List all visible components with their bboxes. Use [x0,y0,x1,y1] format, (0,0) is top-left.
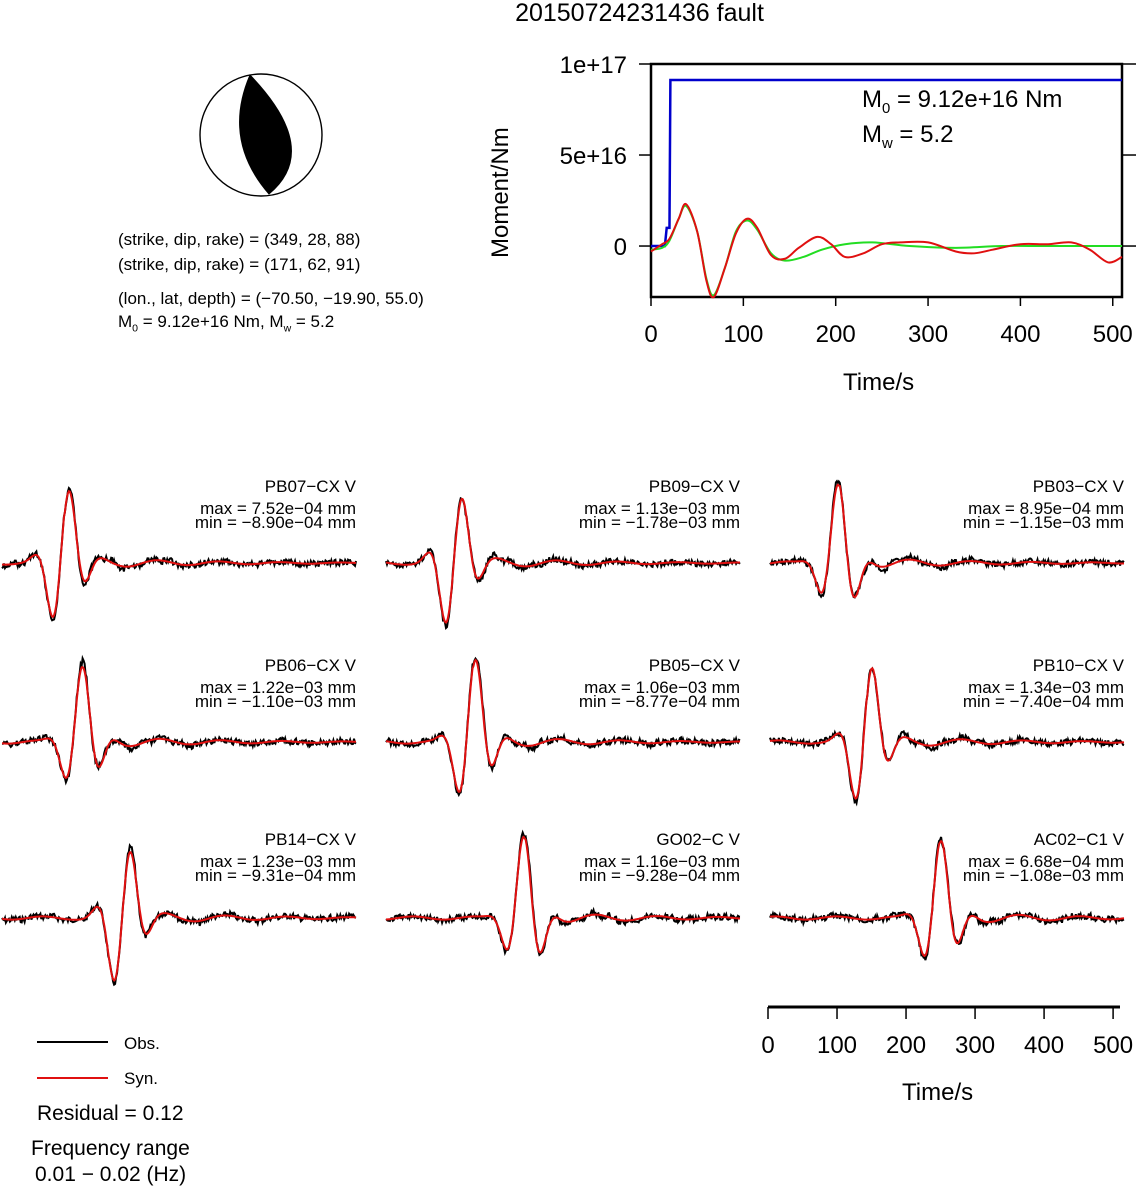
synthetic-waveform [385,658,741,793]
synthetic-waveform [385,497,740,624]
moment-plot-frame [649,62,1124,299]
moment-xtick-label: 400 [1000,321,1040,348]
station-name: GO02−C V [656,830,740,849]
figure-title: 20150724231436 fault [515,0,764,27]
beachball-icon [199,73,323,197]
moment-ytick-label: 5e+16 [560,143,627,170]
legend-obs-label: Obs. [124,1034,160,1053]
moment-xlabel: Time/s [843,369,915,396]
cumulative-moment-line [651,78,1122,248]
nodal-plane-1: (strike, dip, rake) = (349, 28, 88) [118,230,361,249]
hypocenter-location: (lon., lat, depth) = (−70.50, −19.90, 55… [118,289,424,308]
station-max: max = 1.06e−03 mm [584,678,740,697]
station-max: max = 1.22e−03 mm [200,678,356,697]
station-min: min = −8.77e−04 mm [578,692,740,711]
frequency-title: Frequency range [31,1137,190,1160]
synthetic-waveform [769,483,1124,599]
residual-text: Residual = 0.12 [37,1102,184,1125]
station-name: PB06−CX V [264,656,356,675]
frequency-value: 0.01 − 0.02 (Hz) [35,1163,187,1186]
station-max: max = 7.52e−04 mm [200,499,356,518]
moment-ytick-label: 1e+17 [560,52,627,79]
mw-annotation: Mw = 5.2 [862,121,954,152]
station-max: max = 1.13e−03 mm [584,499,740,518]
legend-syn-label: Syn. [124,1069,159,1088]
moment-xtick-label: 0 [644,321,657,348]
moment-ylabel: Moment/Nm [487,127,514,258]
station-name: PB10−CX V [1032,656,1124,675]
station-min: min = −9.28e−04 mm [578,866,740,885]
waveform-xtick-label: 300 [955,1032,995,1059]
moment-rate-red-line [650,202,1123,299]
moment-rate-green-line [650,204,1122,297]
station-name: PB05−CX V [648,656,740,675]
station-max: max = 1.23e−03 mm [200,852,356,871]
station-name: PB03−CX V [1032,477,1124,496]
synthetic-waveform [1,666,356,780]
station-name: PB14−CX V [264,830,356,849]
synthetic-waveform [769,666,1125,800]
station-min: min = −1.08e−03 mm [962,866,1124,885]
waveform-xtick-label: 400 [1024,1032,1064,1059]
waveform-xlabel: Time/s [902,1079,974,1106]
moment-ytick-label: 0 [614,234,627,261]
waveform-xtick-label: 0 [761,1032,774,1059]
moment-xtick-label: 200 [816,321,856,348]
station-max: max = 8.95e−04 mm [968,499,1124,518]
station-name: AC02−C1 V [1033,830,1124,849]
station-min: min = −9.31e−04 mm [194,866,356,885]
nodal-plane-2: (strike, dip, rake) = (171, 62, 91) [118,255,361,274]
station-name: PB07−CX V [264,477,356,496]
station-name: PB09−CX V [648,477,740,496]
station-min: min = −8.90e−04 mm [194,513,356,532]
observed-waveform [2,654,357,786]
station-max: max = 1.34e−03 mm [968,678,1124,697]
moment-xtick-label: 300 [908,321,948,348]
station-min: min = −7.40e−04 mm [962,692,1124,711]
station-max: max = 1.16e−03 mm [584,852,740,871]
synthetic-waveform [769,839,1125,958]
synthetic-waveform [1,851,357,982]
waveform-xtick-label: 100 [817,1032,857,1059]
synthetic-waveform [1,489,357,619]
station-min: min = −1.78e−03 mm [578,513,740,532]
station-min: min = −1.15e−03 mm [962,513,1124,532]
moment-summary: M0 = 9.12e+16 Nm, Mw = 5.2 [118,312,335,335]
station-max: max = 6.68e−04 mm [968,852,1124,871]
waveform-xtick-label: 500 [1093,1032,1133,1059]
m0-annotation: M0 = 9.12e+16 Nm [862,86,1063,117]
synthetic-waveform [385,835,741,954]
station-min: min = −1.10e−03 mm [194,692,356,711]
moment-xtick-label: 500 [1093,321,1133,348]
moment-xtick-label: 100 [723,321,763,348]
waveform-xtick-label: 200 [886,1032,926,1059]
observed-waveform [385,829,741,957]
